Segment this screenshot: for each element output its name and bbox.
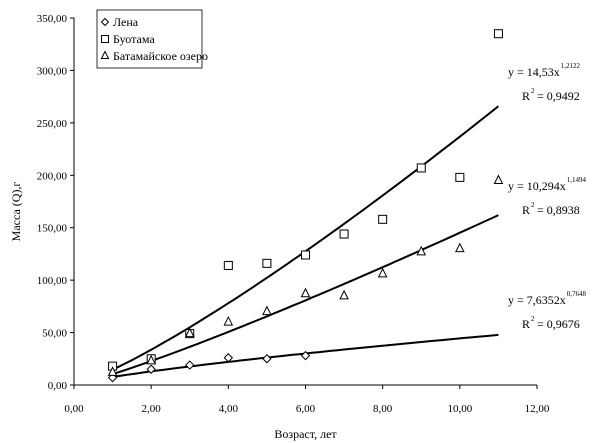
r-squared-exponent: 2 [531,315,535,323]
x-tick-label: 10,00 [447,403,472,415]
equation-text: y = 7,6352x [508,293,566,307]
axes: 0,00 2,00 4,00 6,00 8,00 10,00 12,00 0,00 50,00 1… [37,13,550,415]
point-diamond [223,353,234,363]
equation-exponent: 0,7648 [567,290,587,298]
equation-text: y = 10,294x [508,179,566,193]
point-square [223,260,233,270]
legend-marker-triangle [100,50,110,59]
point-diamond [300,350,311,361]
trendline-square [112,105,500,371]
equation-exponent: 1,1494 [567,176,587,184]
legend-label: Батамайское озеро [113,49,208,63]
point-triangle [146,354,156,365]
point-diamond [146,364,156,374]
y-tick-label: 200,00 [37,170,68,182]
point-triangle [223,315,234,326]
x-axis-title: Возраст, лет [274,427,337,441]
equation-exponent: 1,2122 [561,62,581,70]
legend: Лена Буотама Батамайское озеро [96,9,208,69]
point-diamond [185,360,195,370]
point-triangle [300,287,311,298]
legend-label: Буотама [113,32,155,46]
legend-label: Лена [113,15,139,29]
x-tick-label: 2,00 [142,403,162,415]
r-squared-value: = 0,9492 [537,89,580,103]
legend-box [96,9,203,69]
data-points [107,29,504,383]
point-triangle [455,242,465,253]
y-tick-label: 50,00 [42,328,67,340]
point-square [378,214,388,224]
y-tick-label: 250,00 [37,118,68,130]
r-squared-label: R [522,89,530,103]
x-tick-label: 12,00 [525,403,550,415]
x-tick-label: 0,00 [64,403,84,415]
point-square [301,250,310,260]
r-squared-exponent: 2 [531,201,535,209]
point-triangle [262,305,272,316]
x-tick-label: 8,00 [373,403,393,415]
r-squared-value: = 0,9676 [537,317,580,331]
point-square [416,163,426,173]
point-diamond [262,354,272,364]
legend-marker-square [101,35,109,43]
trendlines [112,105,500,378]
point-triangle [107,366,118,376]
point-square [455,172,465,182]
point-square [493,29,503,39]
point-triangle [493,174,504,185]
r-squared-exponent: 2 [531,87,535,95]
point-triangle [184,327,195,338]
point-triangle [416,245,427,256]
legend-marker-diamond [100,17,110,27]
point-triangle [377,267,388,278]
point-triangle [339,289,349,300]
trendline-triangle [112,214,499,376]
x-tick-label: 4,00 [219,403,239,415]
r-squared-label: R [522,317,530,331]
point-square [262,258,272,268]
x-tick-label: 6,00 [296,403,316,415]
y-tick-label: 150,00 [37,223,68,235]
y-tick-label: 300,00 [37,65,68,77]
y-tick-label: 100,00 [37,275,68,287]
y-tick-label: 0,00 [48,380,68,392]
y-axis-title: Масса (Q),г [9,182,23,242]
equation-text: y = 14,53x [508,65,560,79]
r-squared-value: = 0,8938 [537,203,580,217]
y-tick-label: 350,00 [37,13,68,25]
point-square [339,229,349,239]
r-squared-label: R [522,203,530,217]
